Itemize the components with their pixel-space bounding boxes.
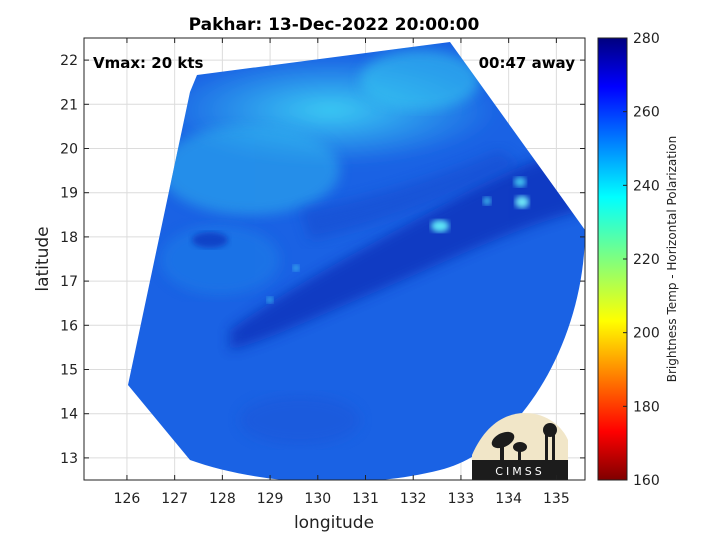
- y-tick-label: 13: [60, 451, 78, 467]
- colorbar-label: Brightness Temp - Horizontal Polarizatio…: [665, 136, 679, 383]
- vmax-label: Vmax: 20 kts: [93, 54, 203, 72]
- colorbar: 160 180 200 220 240 260 280 Brightness Temp - …: [597, 31, 679, 489]
- colorbar-tick-label: 260: [633, 105, 660, 121]
- colorbar-tick-label: 220: [633, 252, 660, 268]
- y-tick-label: 21: [60, 97, 78, 113]
- y-tick-label: 17: [60, 274, 78, 290]
- y-tick-label: 14: [60, 407, 78, 423]
- y-axis-label: latitude: [33, 226, 53, 291]
- x-tick-label: 128: [209, 491, 236, 507]
- colorbar-tick-label: 240: [633, 178, 660, 194]
- time-away-label: 00:47 away: [479, 54, 576, 72]
- x-tick-label: 130: [304, 491, 331, 507]
- x-tick-label: 126: [114, 491, 141, 507]
- x-ticks: 126 127 128 129 130 131 132 133 134 135: [114, 38, 570, 507]
- x-tick-label: 135: [543, 491, 570, 507]
- chart-title: Pakhar: 13-Dec-2022 20:00:00: [189, 15, 480, 35]
- x-tick-label: 131: [352, 491, 379, 507]
- colorbar-ticks: 160 180 200 220 240 260 280: [623, 31, 660, 489]
- y-tick-label: 18: [60, 230, 78, 246]
- y-tick-label: 19: [60, 186, 78, 202]
- y-ticks: 13 14 15 16 17 18 19 20 21 22: [60, 53, 585, 467]
- axes-frame: [83, 37, 586, 481]
- x-tick-label: 127: [161, 491, 188, 507]
- colorbar-tick-label: 280: [633, 31, 660, 47]
- y-tick-label: 22: [60, 53, 78, 69]
- logo-text: CIMSS: [495, 465, 544, 478]
- y-tick-label: 16: [60, 318, 78, 334]
- colorbar-gradient: [597, 37, 628, 481]
- x-tick-label: 129: [257, 491, 284, 507]
- y-tick-label: 15: [60, 363, 78, 379]
- x-tick-label: 133: [448, 491, 475, 507]
- colorbar-tick-label: 160: [633, 473, 660, 489]
- x-tick-label: 134: [495, 491, 522, 507]
- colorbar-tick-label: 200: [633, 326, 660, 342]
- y-tick-label: 20: [60, 142, 78, 158]
- colorbar-tick-label: 180: [633, 399, 660, 415]
- x-tick-label: 132: [400, 491, 427, 507]
- x-axis-label: longitude: [294, 513, 374, 533]
- cimss-logo: CIMSS: [472, 413, 568, 480]
